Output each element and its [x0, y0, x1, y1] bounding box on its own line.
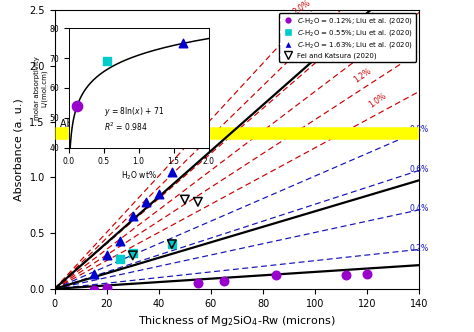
Point [129, 250, 137, 256]
Point [181, 128, 189, 133]
Text: 1.2%: 1.2% [352, 66, 373, 85]
Text: 1.6%: 1.6% [320, 27, 341, 45]
Point [194, 122, 202, 127]
Point [168, 169, 175, 174]
Point [129, 214, 137, 219]
Y-axis label: Absorbance (a. u.): Absorbance (a. u.) [14, 98, 24, 201]
Y-axis label: molar absorptivity
L/(mol.cm): molar absorptivity L/(mol.cm) [35, 56, 48, 120]
Text: 1.8%: 1.8% [305, 12, 326, 30]
Text: 1.4%: 1.4% [336, 45, 357, 63]
Point [220, 278, 228, 284]
Point [103, 58, 111, 64]
Point [155, 191, 163, 197]
Point [194, 280, 202, 286]
Point [116, 256, 123, 261]
Point [181, 197, 189, 202]
Point [116, 238, 123, 244]
Point [129, 253, 137, 258]
Point [364, 272, 371, 277]
Point [168, 242, 175, 247]
Point [73, 103, 81, 109]
Point [90, 287, 98, 292]
X-axis label: Thickness of Mg$_2$SiO$_4$-Rw (microns): Thickness of Mg$_2$SiO$_4$-Rw (microns) [138, 314, 336, 328]
Point [272, 273, 280, 278]
Text: Absorbance = 1.4: Absorbance = 1.4 [60, 119, 147, 129]
Point [168, 242, 175, 247]
Legend: $C$-H$_2$O = 0.12%; Liu et al. (2020), $C$-H$_2$O = 0.55%; Liu et al. (2020), $C: $C$-H$_2$O = 0.12%; Liu et al. (2020), $… [279, 13, 416, 62]
Text: 0.2%: 0.2% [409, 244, 428, 253]
Point [343, 273, 350, 278]
Text: 1.0%: 1.0% [367, 91, 388, 110]
Point [103, 253, 110, 258]
Point [103, 285, 110, 290]
Text: $y$ = 8ln($x$) + 71
$R$$^2$ = 0.984: $y$ = 8ln($x$) + 71 $R$$^2$ = 0.984 [104, 105, 164, 133]
Point [194, 199, 202, 205]
X-axis label: H$_2$O wt%: H$_2$O wt% [121, 169, 156, 182]
Text: 0.6%: 0.6% [409, 165, 428, 174]
Text: 0.4%: 0.4% [409, 204, 428, 213]
Point [90, 272, 98, 277]
Text: 2.0%: 2.0% [292, 0, 312, 16]
Point [179, 41, 186, 46]
Point [142, 199, 149, 205]
Text: 0.8%: 0.8% [409, 125, 428, 134]
